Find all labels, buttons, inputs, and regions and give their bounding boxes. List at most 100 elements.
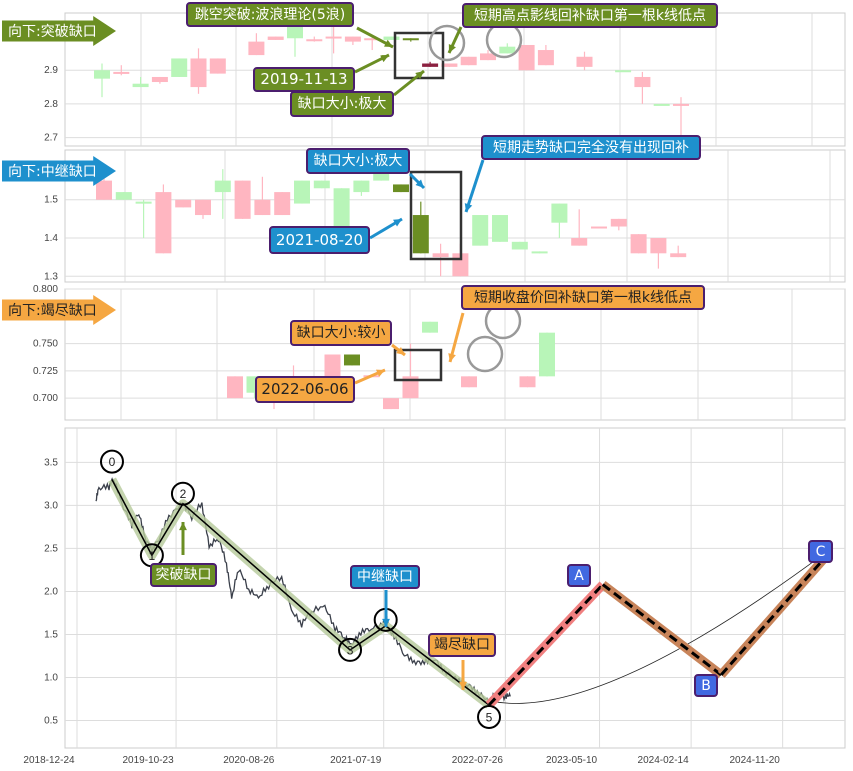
wave-point-label: 3: [347, 643, 354, 657]
banner-text: 向下:突破缺口: [8, 24, 97, 40]
gap-highlight-box: [409, 170, 463, 261]
wave-point-label: 5: [486, 710, 493, 724]
gap-arrow-exhaustion-head: [459, 681, 467, 690]
candle-body: [195, 199, 211, 216]
y-tick-label: 0.700: [33, 393, 58, 404]
wave-point-circle: [99, 449, 124, 474]
fill-marker-circle: [428, 24, 466, 62]
candle-body: [383, 398, 399, 410]
candle-body: [511, 241, 528, 250]
candle-body: [480, 53, 496, 61]
y-tick-label: 2.5: [44, 543, 58, 554]
panel-frame: [64, 288, 846, 421]
wave-a-b-dashed: [601, 583, 723, 677]
annotation-arrow-head: [384, 39, 393, 47]
wave-label-c: C: [808, 540, 833, 563]
candle-body: [344, 354, 360, 366]
y-tick-label: 1.0: [44, 672, 58, 683]
candle-body: [576, 56, 593, 67]
panel2-banner: 向下:中继缺口: [2, 156, 116, 186]
y-tick-label: 2.9: [44, 65, 58, 76]
candle-body: [518, 44, 535, 71]
candle-body: [383, 36, 400, 40]
candle-body: [537, 50, 554, 66]
p2-date-label: 2021-08-20: [269, 226, 370, 254]
candle-body: [591, 226, 607, 229]
candle-body: [673, 103, 689, 106]
x-tick-label: 2018-12-24: [23, 755, 75, 766]
candle-body: [441, 63, 458, 67]
wave-line: [111, 479, 490, 706]
candle-body: [248, 41, 265, 56]
gap-label-exhaustion: 竭尽缺口: [428, 633, 496, 657]
gap-arrow-breakaway-head: [179, 522, 187, 531]
wave-point-circle: [338, 637, 363, 662]
x-tick-label: 2024-11-20: [729, 755, 780, 766]
annotation-arrow-head: [448, 353, 456, 362]
y-tick-label: 1.3: [44, 271, 58, 282]
projection-curve: [493, 552, 826, 704]
candle-body: [132, 83, 149, 88]
wave-point-circle: [170, 481, 195, 506]
gap-highlight-box: [393, 348, 443, 382]
annotation-arrow: [448, 312, 465, 363]
candle-body: [653, 103, 670, 106]
candle-body: [94, 70, 110, 79]
candle-body: [634, 76, 651, 88]
candle-body: [344, 36, 361, 42]
candle-body: [324, 354, 341, 377]
annotation-arrow-head: [396, 346, 405, 355]
candle-body: [113, 71, 130, 74]
y-tick-label: 2.8: [44, 99, 58, 110]
wave-5-a-band: [485, 581, 607, 709]
candle-body: [214, 180, 231, 193]
annotation-arrow-head: [415, 71, 424, 80]
candle-body: [460, 56, 477, 66]
x-tick-label: 2020-08-26: [223, 755, 275, 766]
wave-label-b: B: [694, 674, 718, 697]
candle-body: [539, 332, 555, 377]
annotation-arrow-head: [464, 203, 473, 212]
candle-body: [393, 184, 409, 193]
annotation-arrow: [464, 159, 485, 213]
candle-body: [155, 192, 172, 254]
candle-body: [519, 376, 536, 388]
p3-gap-size-label: 缺口大小:较小: [290, 320, 392, 346]
p3-date-label: 2022-06-06: [255, 376, 355, 403]
p1-date-label: 2019-11-13: [253, 67, 355, 92]
y-tick-label: 0.750: [33, 339, 58, 350]
candle-body: [630, 234, 647, 254]
panel3-banner: 向下:竭尽缺口: [2, 295, 116, 325]
candle-body: [364, 38, 381, 41]
p3-fill-note-label: 短期收盘价回补缺口第一根k线低点: [461, 285, 705, 310]
annotation-arrow-head: [448, 44, 456, 53]
candle-body: [313, 180, 330, 189]
candle-body: [670, 253, 687, 258]
gap-highlight-box: [393, 31, 445, 80]
y-tick-label: 3.5: [44, 457, 58, 468]
wave-point-label: 1: [149, 549, 156, 563]
candle-body: [267, 36, 284, 40]
candle-body: [274, 192, 291, 216]
wave-label-a: A: [567, 564, 591, 587]
annotation-arrow-head: [415, 179, 424, 188]
annotation-arrow-head: [393, 219, 402, 227]
candle-body: [96, 180, 112, 200]
y-tick-label: 2.7: [44, 133, 58, 144]
candle-body: [499, 46, 516, 54]
candle-body: [531, 251, 548, 254]
banner-text: 向下:中继缺口: [8, 164, 97, 180]
candle-body: [190, 58, 207, 88]
candle-body: [461, 376, 477, 388]
y-tick-label: 0.800: [33, 284, 58, 295]
candle-body: [227, 376, 243, 399]
annotation-arrow-head: [376, 369, 385, 377]
candle-body: [422, 321, 438, 333]
candle-body: [353, 180, 370, 193]
candle-body: [115, 192, 132, 200]
fill-marker-circle: [466, 335, 504, 373]
y-tick-label: 1.5: [44, 629, 58, 640]
candle-body: [135, 201, 152, 204]
candle-body: [171, 58, 188, 77]
